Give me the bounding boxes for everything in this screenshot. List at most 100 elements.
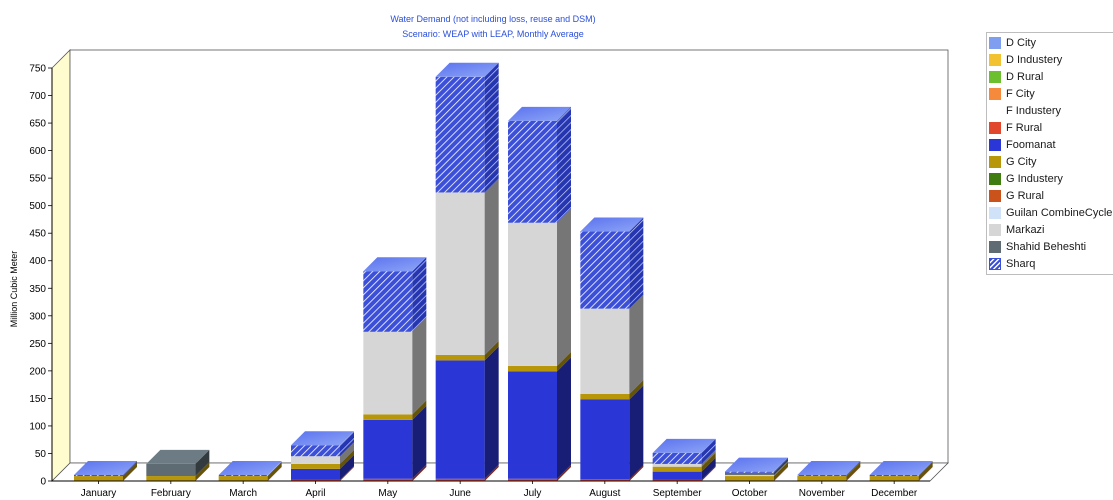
bar-segment-side (774, 462, 788, 481)
bar-segment (869, 476, 919, 481)
y-tick-label: 600 (29, 146, 46, 157)
legend: D City D Industery D Rural F City F Induster… (986, 32, 1113, 275)
bar-segment-side (412, 400, 427, 420)
y-tick-label: 750 (29, 64, 46, 75)
legend-swatch (989, 207, 1001, 219)
bar-segment-side (918, 462, 933, 481)
bar-segment-side (340, 431, 354, 457)
bar-segment (580, 479, 630, 481)
x-tick-label: February (151, 488, 191, 499)
x-tick-label: December (871, 488, 918, 499)
bar-top-face (580, 217, 644, 232)
bar-segment (508, 371, 557, 479)
bar-segment-side (846, 460, 861, 477)
bar-segment (363, 271, 413, 332)
x-tick-label: June (449, 488, 471, 499)
bar-stack-july (508, 106, 571, 481)
legend-item: Shahid Beheshti (989, 239, 1086, 255)
x-axis: January February March April May June July Augu… (52, 480, 930, 499)
bar-stack-september (652, 438, 716, 481)
bar-segment (508, 222, 557, 366)
x-tick-label: August (589, 488, 620, 499)
bar-segment (74, 476, 123, 481)
bar-segment (652, 463, 702, 467)
bar-segment-side (701, 452, 716, 472)
bar-top-face (74, 460, 137, 475)
bar-segment (580, 399, 630, 480)
y-tick-label: 150 (29, 394, 46, 405)
bar-segment (363, 331, 413, 415)
bar-segment (797, 476, 847, 481)
x-tick-label: April (305, 488, 325, 499)
chart-title: Water Demand (not including loss, reuse … (390, 14, 595, 24)
bar-segment (652, 471, 702, 480)
legend-item: Sharq (989, 256, 1035, 272)
bar-stack-august (580, 217, 644, 481)
legend-swatch (989, 241, 1001, 253)
bar-top-face (725, 457, 788, 472)
x-tick-label: July (524, 488, 542, 499)
y-tick-label: 650 (29, 119, 46, 130)
bar-segment (291, 479, 340, 481)
bar-segment (797, 474, 847, 477)
bar-segment-side (267, 460, 282, 477)
x-tick-label: March (229, 488, 257, 499)
bar-segment-side (701, 457, 716, 480)
legend-item: F Rural (989, 120, 1042, 136)
y-tick-label: 50 (35, 449, 47, 460)
bar-segment-side (846, 466, 861, 481)
legend-label: G Rural (1006, 190, 1044, 202)
legend-swatch (989, 54, 1001, 66)
bar-segment-side (557, 357, 571, 479)
bar-stack-april (291, 431, 354, 481)
legend-label: Shahid Beheshti (1006, 241, 1087, 253)
legend-swatch (989, 139, 1001, 151)
bar-segment-side (629, 385, 644, 480)
legend-swatch (989, 190, 1001, 202)
y-tick-label: 500 (29, 201, 46, 212)
legend-swatch (989, 122, 1001, 134)
bar-segment (218, 476, 268, 481)
bar-segment-side (340, 454, 354, 480)
bar-segment-side (195, 449, 210, 477)
bar-segment-side (557, 464, 571, 481)
plot-frame (51, 49, 949, 482)
bar-segment (652, 479, 702, 481)
bar-top-face (508, 106, 571, 121)
legend-item: G Industery (989, 171, 1063, 187)
x-tick-label: May (378, 488, 397, 499)
legend-item: Markazi (989, 222, 1045, 238)
bar-stacks (74, 62, 933, 481)
x-tick-label: January (81, 488, 117, 499)
legend-label: G Industery (1006, 173, 1063, 185)
legend-swatch (989, 173, 1001, 185)
bar-segment (508, 120, 557, 223)
y-tick-label: 250 (29, 339, 46, 350)
legend-item: Guilan CombineCycle (989, 205, 1112, 221)
bar-segment-side (412, 257, 427, 332)
bar-top-face (146, 449, 210, 464)
bar-segment-side (629, 379, 644, 400)
legend-item: Foomanat (989, 137, 1056, 153)
bar-segment-side (123, 466, 137, 481)
bar-segment (435, 354, 485, 361)
bar-segment-side (267, 466, 282, 481)
bar-segment (725, 471, 774, 473)
legend-label: D City (1006, 37, 1036, 49)
bar-segment-side (629, 465, 644, 481)
bar-segment-side (123, 460, 137, 477)
bar-segment-side (774, 466, 788, 481)
legend-item: F Industery (989, 103, 1061, 119)
bar-top-face (797, 460, 861, 475)
bar-segment-side (846, 462, 861, 481)
legend-swatch (989, 258, 1001, 270)
y-axis: 0 50 100 150 200 250 300 350 400 450 500 550 600 650 7… (29, 64, 53, 488)
bar-segment (435, 192, 485, 355)
bar-stack-may (363, 257, 427, 481)
legend-label: F City (1006, 88, 1035, 100)
x-tick-label: October (732, 488, 768, 499)
bar-segment-side (701, 465, 716, 481)
bar-segment (291, 468, 340, 480)
bar-segment-side (701, 438, 716, 464)
